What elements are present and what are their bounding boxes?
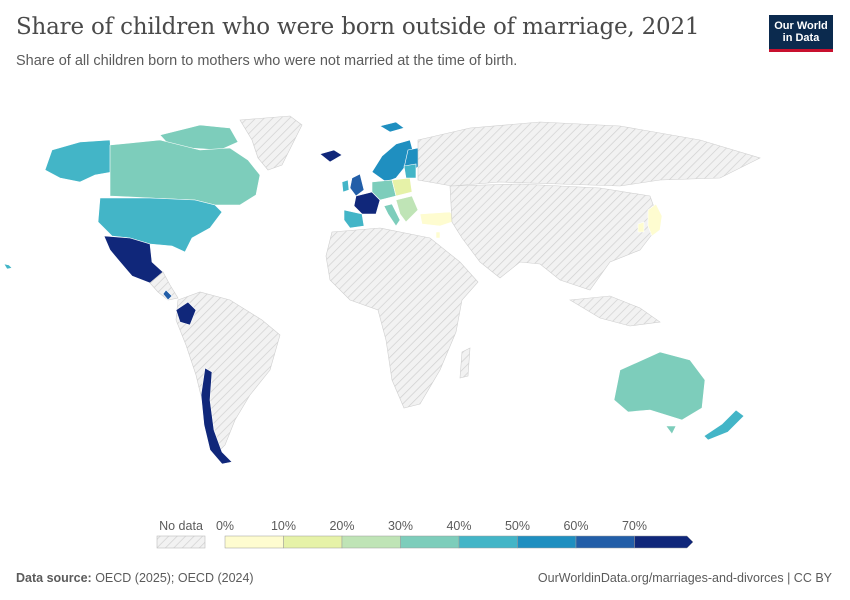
chart-subtitle: Share of all children born to mothers wh… [16,53,518,69]
south-korea-region[interactable] [637,221,645,233]
legend-bin-3 [400,535,460,549]
alaska-region[interactable] [44,139,113,183]
footer-source-text: OECD (2025); OECD (2024) [91,571,254,585]
balkans-region[interactable] [395,195,419,223]
footer-url[interactable]: OurWorldinData.org/marriages-and-divorce… [537,571,832,585]
logo-line-2: in Data [782,32,820,44]
ireland-region[interactable] [341,179,350,193]
usa-region[interactable] [97,197,223,253]
new-zealand-region[interactable] [703,409,745,441]
asia-region[interactable] [449,183,661,291]
legend-bins [224,535,694,549]
southeast-asia-region[interactable] [569,295,661,327]
chart-title: Share of children who were born outside … [16,14,700,40]
legend-tick-label: 0% [216,519,234,533]
legend-no-data-label: No data [159,519,203,533]
turkey-region[interactable] [419,211,459,227]
world-map [3,115,761,465]
poland-region[interactable] [391,177,413,197]
legend-tick-label: 30% [388,519,413,533]
legend-bin-2 [341,535,401,549]
legend-tick-label: 60% [563,519,588,533]
germany-region[interactable] [371,179,397,201]
legend-bin-5 [517,535,577,549]
legend-bin-0 [224,535,284,549]
africa-region[interactable] [325,227,479,409]
russia-region[interactable] [417,121,761,187]
uk-region[interactable] [349,173,365,197]
legend-ticks: 0% 10% 20% 30% 40% 50% 60% 70% [216,519,647,533]
costa-rica-region[interactable] [162,289,173,301]
australia-region[interactable] [613,351,706,421]
south-america-region[interactable] [175,291,281,456]
svalbard-region[interactable] [379,121,405,133]
colombia-region[interactable] [175,301,197,326]
italy-region[interactable] [383,203,401,227]
baltics-region[interactable] [403,163,417,179]
greenland-region[interactable] [239,115,303,171]
logo-line-1: Our World [774,20,828,32]
iceland-region[interactable] [319,149,343,163]
japan-region[interactable] [647,203,663,237]
legend-tick-label: 40% [446,519,471,533]
legend-bin-6 [575,535,635,549]
legend-tick-label: 20% [329,519,354,533]
hawaii-region[interactable] [3,263,13,270]
legend-no-data-swatch [156,535,206,549]
madagascar-region[interactable] [459,347,471,379]
spain-region[interactable] [343,209,365,229]
footer-source-label: Data source: [16,571,92,585]
owid-logo[interactable]: Our World in Data [769,15,833,52]
legend-bin-4 [458,535,518,549]
footer-source: Data source: OECD (2025); OECD (2024) [16,571,254,585]
israel-region[interactable] [435,231,441,239]
legend-tick-label: 50% [505,519,530,533]
legend-bin-7 [634,535,694,549]
legend-tick-label: 10% [271,519,296,533]
legend-tick-label: 70% [622,519,647,533]
legend-bin-1 [283,535,343,549]
chile-region[interactable] [200,367,233,465]
central-america-region[interactable] [149,271,179,301]
tasmania-region[interactable] [665,425,677,435]
